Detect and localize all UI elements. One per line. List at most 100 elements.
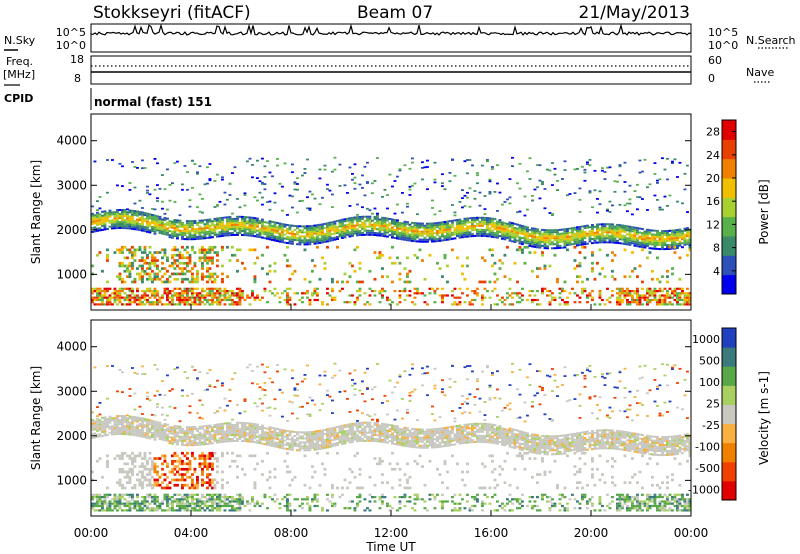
power-cell bbox=[381, 224, 384, 227]
power-cell bbox=[161, 280, 164, 284]
power-cell bbox=[566, 238, 569, 240]
power-cell bbox=[663, 296, 667, 299]
velocity-cell bbox=[136, 454, 139, 458]
power-cell bbox=[556, 231, 559, 234]
power-cell bbox=[206, 218, 209, 221]
velocity-cell bbox=[146, 391, 149, 394]
velocity-cell bbox=[133, 507, 137, 510]
power-cell bbox=[551, 233, 554, 236]
power-cell bbox=[126, 223, 129, 226]
power-cell bbox=[681, 290, 684, 293]
power-cell bbox=[596, 198, 599, 200]
power-cell bbox=[203, 237, 207, 240]
power-cell bbox=[343, 224, 347, 227]
power-cell bbox=[103, 287, 107, 290]
power-cell bbox=[266, 301, 269, 304]
velocity-cell bbox=[133, 457, 137, 460]
power-cell bbox=[498, 259, 502, 262]
velocity-cell bbox=[123, 470, 127, 474]
power-cell bbox=[428, 226, 432, 229]
power-cell bbox=[303, 277, 307, 281]
power-cell bbox=[123, 296, 127, 299]
power-cell bbox=[268, 290, 272, 293]
velocity-cell bbox=[161, 424, 164, 427]
velocity-cell bbox=[208, 384, 212, 386]
power-cell bbox=[663, 240, 667, 243]
power-cell bbox=[251, 164, 254, 166]
power-cell bbox=[141, 269, 144, 273]
power-cell bbox=[638, 196, 642, 199]
power-cell bbox=[176, 277, 179, 281]
power-cell bbox=[241, 290, 244, 293]
power-cell bbox=[421, 238, 424, 241]
power-cell bbox=[233, 217, 237, 220]
power-cell bbox=[141, 225, 144, 228]
velocity-cell bbox=[126, 414, 129, 417]
power-cell bbox=[468, 187, 472, 190]
power-cell bbox=[126, 225, 129, 228]
velocity-cell bbox=[186, 442, 189, 445]
power-cell bbox=[446, 236, 449, 239]
power-cell bbox=[353, 269, 357, 273]
power-cell bbox=[193, 303, 197, 306]
power-cell bbox=[678, 298, 682, 302]
power-cell bbox=[268, 200, 272, 203]
power-cell bbox=[268, 171, 272, 174]
power-cell bbox=[161, 294, 164, 297]
power-cell bbox=[166, 231, 169, 234]
power-cell bbox=[403, 164, 407, 167]
power-cell bbox=[106, 218, 109, 220]
power-cell bbox=[448, 172, 452, 174]
velocity-cell bbox=[123, 451, 127, 455]
velocity-cell bbox=[121, 423, 124, 425]
velocity-cell bbox=[156, 507, 159, 510]
power-cell bbox=[653, 239, 657, 242]
power-cell bbox=[266, 235, 269, 238]
velocity-cell bbox=[103, 434, 107, 437]
power-cell bbox=[496, 224, 499, 227]
power-cell bbox=[658, 296, 662, 299]
power-cell bbox=[458, 232, 462, 235]
velocity-cell bbox=[131, 431, 134, 434]
velocity-cell bbox=[231, 500, 234, 503]
power-cell bbox=[146, 212, 149, 215]
power-cell bbox=[303, 168, 307, 170]
velocity-cell bbox=[133, 465, 137, 468]
power-cell bbox=[646, 232, 649, 235]
power-cell bbox=[578, 198, 582, 201]
power-cell bbox=[646, 292, 649, 295]
power-cell bbox=[606, 235, 609, 238]
velocity-cell bbox=[188, 459, 192, 463]
power-cell bbox=[228, 259, 232, 262]
power-cell bbox=[131, 245, 134, 249]
power-cell bbox=[423, 166, 427, 169]
velocity-cell bbox=[96, 498, 99, 501]
power-cell bbox=[341, 222, 344, 225]
power-cell bbox=[151, 216, 154, 218]
velocity-cell bbox=[91, 424, 94, 427]
velocity-cell bbox=[106, 507, 109, 510]
power-cell bbox=[648, 301, 652, 304]
power-cell bbox=[181, 269, 184, 273]
power-cell bbox=[196, 229, 199, 232]
power-cell bbox=[191, 236, 194, 239]
power-cell bbox=[453, 233, 457, 236]
power-cell bbox=[531, 237, 534, 240]
power-cell bbox=[486, 290, 489, 293]
power-cell bbox=[136, 218, 139, 221]
power-cell bbox=[421, 224, 424, 227]
power-cell bbox=[93, 220, 97, 223]
power-cell bbox=[376, 157, 379, 159]
power-cell bbox=[188, 261, 192, 265]
velocity-cell bbox=[218, 498, 222, 501]
power-cell bbox=[556, 245, 559, 248]
velocity-cell bbox=[206, 430, 209, 433]
power-cell bbox=[181, 229, 184, 232]
velocity-cell bbox=[238, 509, 242, 512]
power-cell bbox=[181, 272, 184, 276]
power-cell bbox=[196, 171, 199, 174]
power-cell bbox=[288, 298, 292, 302]
power-cell bbox=[348, 205, 352, 207]
power-cell bbox=[666, 240, 669, 242]
power-cell bbox=[461, 222, 464, 225]
